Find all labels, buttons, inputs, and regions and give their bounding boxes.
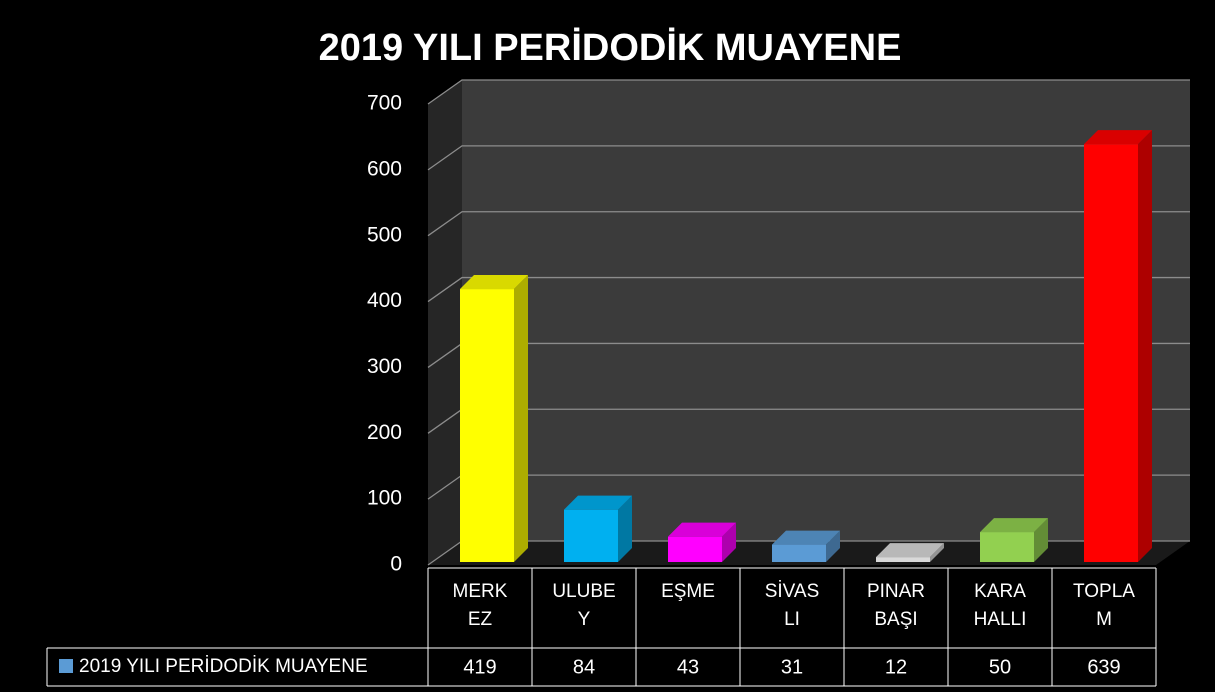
bar-top: [772, 530, 840, 545]
bar-side: [1034, 518, 1048, 562]
side-wall: [428, 80, 462, 565]
y-tick-label: 100: [367, 487, 402, 510]
y-tick-label: 500: [367, 223, 402, 246]
x-tick-label: MERKEZ: [452, 581, 508, 630]
bar: [460, 289, 514, 562]
x-tick-cell: PINARBAŞI: [866, 581, 926, 630]
x-tick-label: TOPLAM: [1073, 581, 1135, 630]
x-tick-cell: EŞME: [661, 581, 715, 602]
bar-top: [980, 518, 1048, 533]
grid-line: [427, 79, 1190, 105]
x-tick-cell: MERKEZ: [452, 581, 508, 630]
bar-side: [618, 495, 632, 562]
x-tick-label: SİVASLI: [764, 581, 820, 630]
legend-label: 2019 YILI PERİDODİK MUAYENE: [79, 656, 368, 677]
bar-top: [876, 543, 944, 558]
value-label: 43: [677, 656, 699, 678]
bar-side: [930, 543, 944, 562]
y-tick-label: 700: [367, 92, 402, 115]
back-wall: [462, 80, 1190, 541]
x-tick-cell: TOPLAM: [1073, 581, 1135, 630]
bar: [772, 544, 826, 562]
x-tick-label: EŞME: [661, 581, 715, 602]
y-tick-label: 0: [390, 553, 402, 576]
y-tick-label: 400: [367, 289, 402, 312]
value-label: 50: [989, 656, 1011, 678]
bar: [1084, 144, 1138, 562]
x-tick-cell: SİVASLI: [764, 581, 820, 630]
y-tick-label: 300: [367, 355, 402, 378]
bar-top: [1084, 130, 1152, 145]
bar-side: [826, 530, 840, 562]
bar-top: [564, 495, 632, 510]
bar-side: [514, 275, 528, 562]
grid-line: [427, 211, 1190, 237]
bar: [668, 536, 722, 562]
y-tick-label: 200: [367, 421, 402, 444]
value-label: 12: [885, 656, 907, 678]
grid-line: [427, 145, 1190, 171]
y-tick-label: 600: [367, 157, 402, 180]
value-label: 639: [1087, 656, 1120, 678]
legend-key: [59, 659, 73, 673]
bar-top: [460, 275, 528, 290]
bar: [564, 509, 618, 562]
x-tick-label: PINARBAŞI: [866, 581, 926, 630]
value-label: 419: [463, 656, 496, 678]
value-label: 84: [573, 656, 595, 678]
bar-top: [668, 522, 736, 537]
bar-side: [1138, 130, 1152, 562]
grid-line: [427, 276, 1190, 303]
chart-title: 2019 YILI PERİDODİK MUAYENE: [319, 27, 902, 69]
value-label: 31: [781, 656, 803, 678]
bar: [876, 557, 930, 562]
bar: [980, 532, 1034, 562]
x-tick-label: ULUBEY: [552, 581, 616, 630]
bar-side: [722, 522, 736, 562]
x-tick-cell: KARAHALLI: [973, 581, 1027, 630]
x-tick-cell: ULUBEY: [552, 581, 616, 630]
x-tick-label: KARAHALLI: [973, 581, 1027, 630]
